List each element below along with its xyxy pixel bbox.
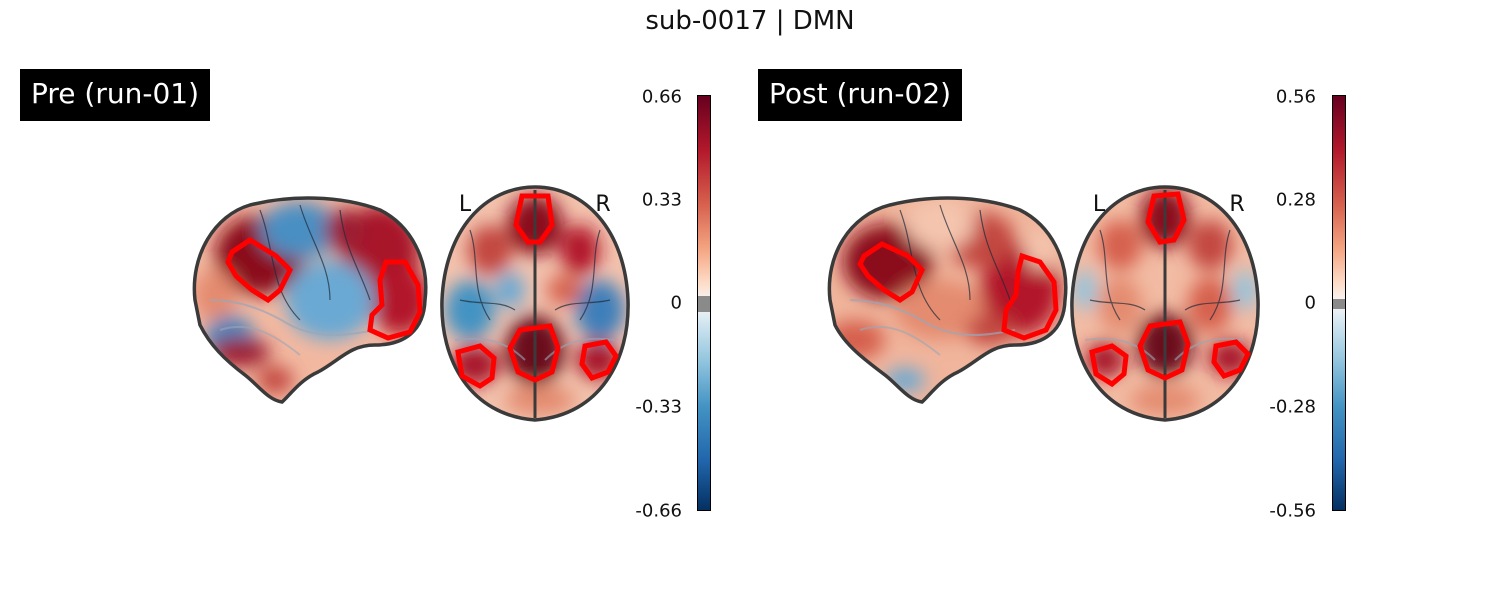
colorbar-tick: -0.33 [635,396,682,418]
roi-contour [1001,252,1059,341]
glass-brain-post: L R [827,185,1260,422]
orientation-right-label: R [1229,192,1244,217]
orientation-left-label: L [1093,192,1106,217]
sagittal-view-post [829,198,1066,402]
roi-contour [1211,339,1252,380]
colorbar-tick: 0.28 [1275,189,1316,211]
roi-contour [507,323,561,383]
panel-post: Post (run-02) [740,0,1500,600]
roi-contour [367,259,423,341]
roi-contour [1145,191,1187,245]
sagittal-outline-pre [192,196,428,404]
roi-contour [455,343,497,389]
roi-contour [513,193,555,245]
axial-outline-post [1070,185,1260,422]
roi-contour [225,237,294,304]
colorbar-tick: 0 [1304,292,1316,314]
colorbar-tick: 0.33 [641,189,682,211]
roi-contour [857,241,925,303]
orientation-left-label: L [459,192,472,217]
colorbar-tick: 0.66 [641,86,682,108]
colorbar-tick: -0.56 [1269,500,1316,522]
roi-contour [1089,343,1129,388]
colorbar-threshold-band [1333,299,1345,309]
axial-outline-pre [440,185,630,422]
colorbar-tick: 0.56 [1275,86,1316,108]
panel-label-post: Post (run-02) [758,69,963,121]
colorbar-tick: -0.28 [1269,396,1316,418]
panel-pre: Pre (run-01) [0,0,740,600]
colorbar-pre [697,95,711,511]
colorbar-tick: 0 [670,292,682,314]
roi-contour [579,339,619,382]
colorbar-post [1332,95,1346,511]
roi-contour [1137,319,1191,381]
sagittal-outline-post [827,196,1068,404]
glass-brain-pre: L R [192,185,630,422]
colorbar-tick: -0.66 [635,500,682,522]
orientation-right-label: R [595,192,610,217]
figure-title: sub-0017 | DMN [645,6,855,36]
panel-label-pre: Pre (run-01) [20,69,210,121]
colorbar-threshold-band [698,296,710,312]
